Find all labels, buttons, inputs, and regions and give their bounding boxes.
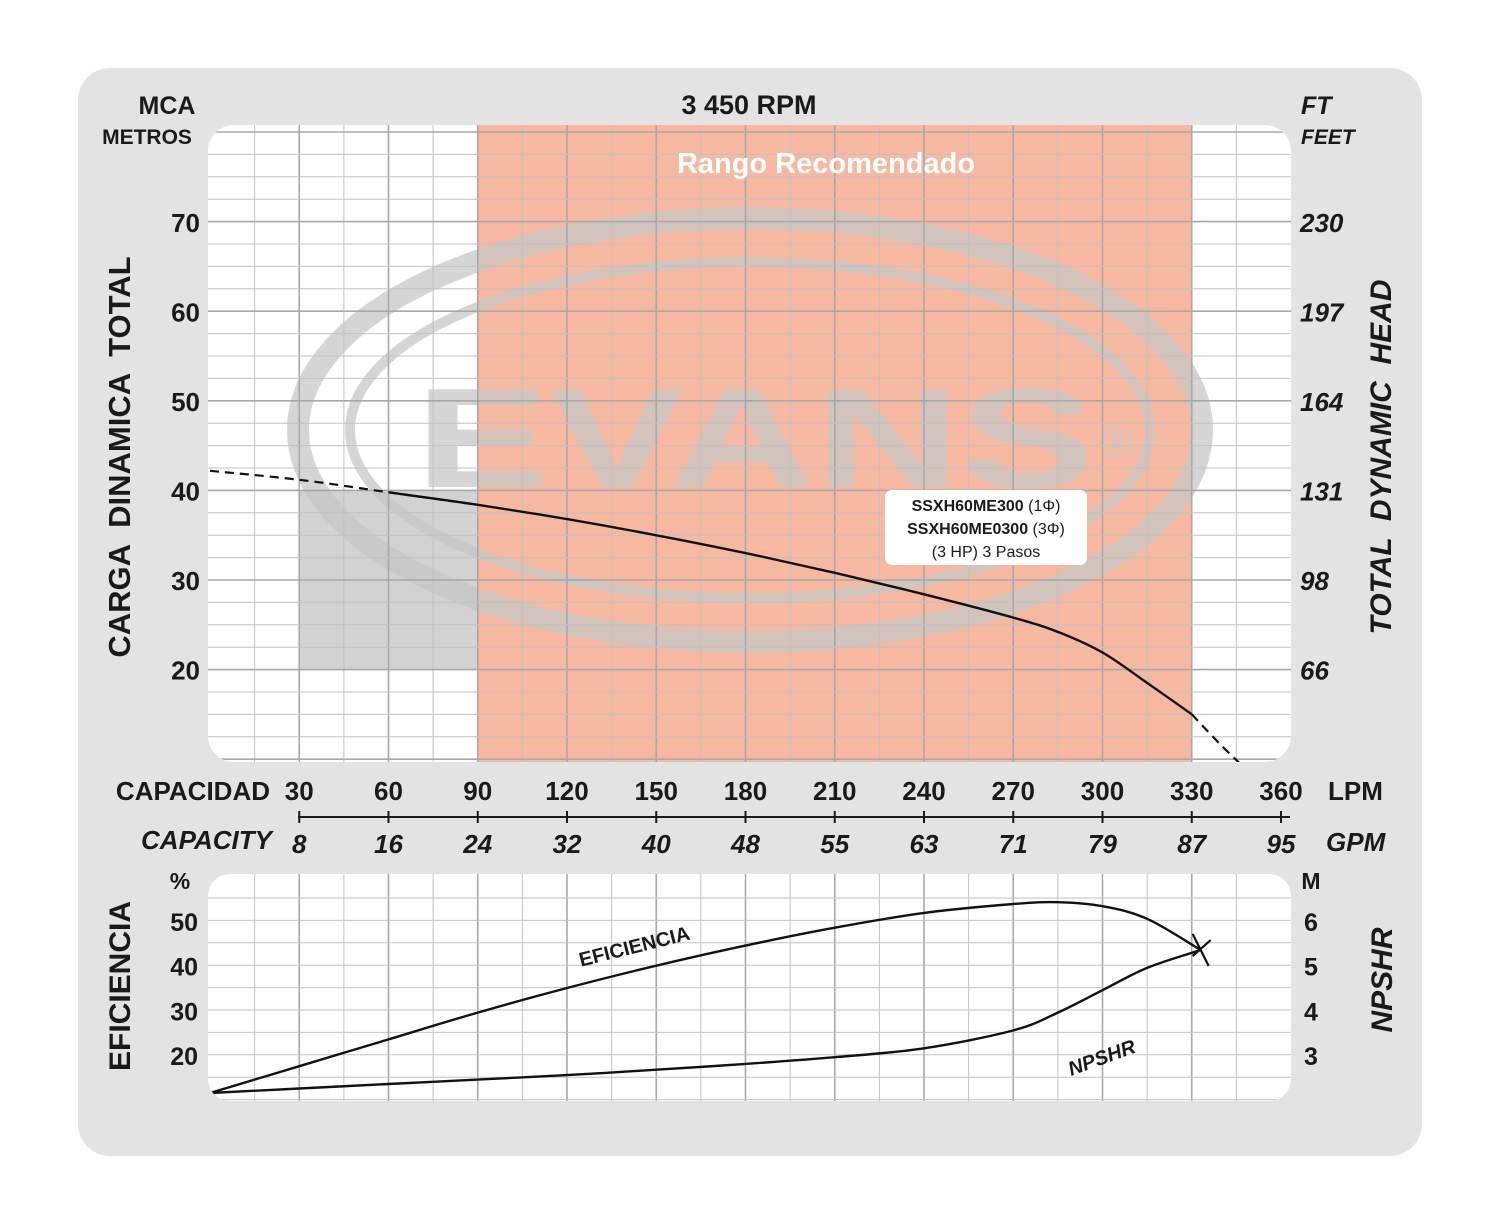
head-axis-title-es: CARGA DINAMICA TOTAL <box>102 256 137 657</box>
watermark-registered: ® <box>1102 419 1134 468</box>
head-tick-ft: 66 <box>1300 656 1329 686</box>
efficiency-tick: 40 <box>170 954 198 982</box>
npshr-tick: 6 <box>1304 909 1318 937</box>
model-line-1: SSXH60ME300 (1Φ) <box>912 498 1061 515</box>
model-legend-box: SSXH60ME300 (1Φ) SSXH60ME0300 (3Φ) (3 HP… <box>885 490 1087 565</box>
head-ticks-feet: 230 197 164 131 98 66 <box>1299 208 1345 686</box>
gpm-tick: 40 <box>641 829 671 859</box>
model-2-phase: (3Φ) <box>1028 521 1065 538</box>
head-tick-ft: 197 <box>1300 298 1345 328</box>
lpm-tick: 60 <box>374 776 403 806</box>
lpm-tick: 330 <box>1170 776 1213 806</box>
efficiency-grid <box>208 874 1291 1101</box>
npshr-ticks: 6 5 4 3 <box>1304 909 1318 1071</box>
gpm-tick: 55 <box>820 829 849 859</box>
gpm-tick: 95 <box>1267 829 1296 859</box>
lpm-tick: 300 <box>1081 776 1124 806</box>
lpm-tick: 270 <box>992 776 1035 806</box>
lpm-tick-labels: 30 60 90 120 150 180 210 240 270 300 330 360 <box>285 776 1303 806</box>
head-curve <box>209 469 1253 762</box>
head-ticks-meters: 70 60 50 40 30 20 <box>171 208 200 686</box>
watermark-ellipse-inner <box>345 257 1155 603</box>
head-axis-title-en: TOTAL DYNAMIC HEAD <box>1365 279 1398 634</box>
curve-end-cross-b <box>1191 939 1212 957</box>
efficiency-tick: 20 <box>170 1043 198 1071</box>
model-line-3: (3 HP) 3 Pasos <box>932 544 1040 561</box>
right-unit-sub: FEET <box>1301 126 1357 149</box>
lpm-tick: 360 <box>1259 776 1302 806</box>
head-tick-m: 40 <box>171 477 200 507</box>
efficiency-axis-title: EFICIENCIA <box>104 901 137 1071</box>
speed-title: 3 450 RPM <box>681 90 816 120</box>
model-1-name: SSXH60ME300 <box>912 498 1024 515</box>
lpm-tick: 150 <box>635 776 678 806</box>
head-tick-ft: 131 <box>1300 477 1343 507</box>
head-tick-m: 30 <box>171 566 200 596</box>
head-tick-m: 50 <box>171 387 200 417</box>
efficiency-tick: 30 <box>170 998 198 1026</box>
model-box-bg <box>885 490 1087 565</box>
npshr-curve <box>209 948 1202 1095</box>
npshr-unit: M <box>1301 868 1320 894</box>
recommended-range-label: Rango Recomendado <box>677 148 975 180</box>
npshr-tick: 5 <box>1304 954 1318 982</box>
head-tick-ft: 230 <box>1299 208 1344 238</box>
capacity-label-en: CAPACITY <box>141 825 275 855</box>
gpm-tick-labels: 8 16 24 32 40 48 55 63 71 79 87 95 <box>292 829 1296 859</box>
left-unit-main: MCA <box>139 92 196 120</box>
gpm-tick: 16 <box>374 829 403 859</box>
lpm-tick: 120 <box>545 776 588 806</box>
head-tick-m: 70 <box>171 208 200 238</box>
gpm-tick: 24 <box>462 829 492 859</box>
gpm-tick: 87 <box>1177 829 1207 859</box>
head-tick-ft: 164 <box>1300 387 1344 417</box>
lpm-tick: 210 <box>813 776 856 806</box>
lpm-tick: 30 <box>285 776 314 806</box>
npshr-tick: 3 <box>1304 1043 1318 1071</box>
gpm-unit: GPM <box>1326 827 1387 857</box>
head-tick-m: 60 <box>171 298 200 328</box>
gpm-tick: 32 <box>553 829 582 859</box>
efficiency-curve <box>209 900 1202 1095</box>
efficiency-unit: % <box>170 868 190 894</box>
npshr-tick: 4 <box>1304 998 1318 1026</box>
efficiency-tick: 50 <box>170 909 198 937</box>
npshr-axis-title: NPSHR <box>1366 927 1399 1032</box>
capacity-tick-marks <box>298 811 1282 823</box>
lpm-tick: 180 <box>724 776 767 806</box>
head-tick-m: 20 <box>171 656 200 686</box>
watermark-ellipse-outer <box>287 207 1213 653</box>
head-tick-ft: 98 <box>1300 566 1329 596</box>
lpm-tick: 90 <box>463 776 492 806</box>
head-grid <box>208 125 1291 762</box>
left-unit-sub: METROS <box>102 126 192 149</box>
efficiency-npsh-curves <box>209 900 1212 1095</box>
gpm-tick: 8 <box>292 829 307 859</box>
gpm-tick: 71 <box>999 829 1028 859</box>
gpm-tick: 79 <box>1088 829 1117 859</box>
right-unit-main: FT <box>1301 92 1334 120</box>
gpm-tick: 48 <box>730 829 760 859</box>
lpm-unit: LPM <box>1328 776 1383 806</box>
head-curve-solid <box>388 491 1193 716</box>
lpm-tick: 240 <box>902 776 945 806</box>
model-2-name: SSXH60ME0300 <box>907 521 1028 538</box>
model-1-phase: (1Φ) <box>1024 498 1061 515</box>
gpm-tick: 63 <box>910 829 939 859</box>
capacity-label-es: CAPACIDAD <box>116 776 270 806</box>
model-line-2: SSXH60ME0300 (3Φ) <box>907 521 1065 538</box>
efficiency-ticks: 50 40 30 20 <box>170 909 198 1071</box>
